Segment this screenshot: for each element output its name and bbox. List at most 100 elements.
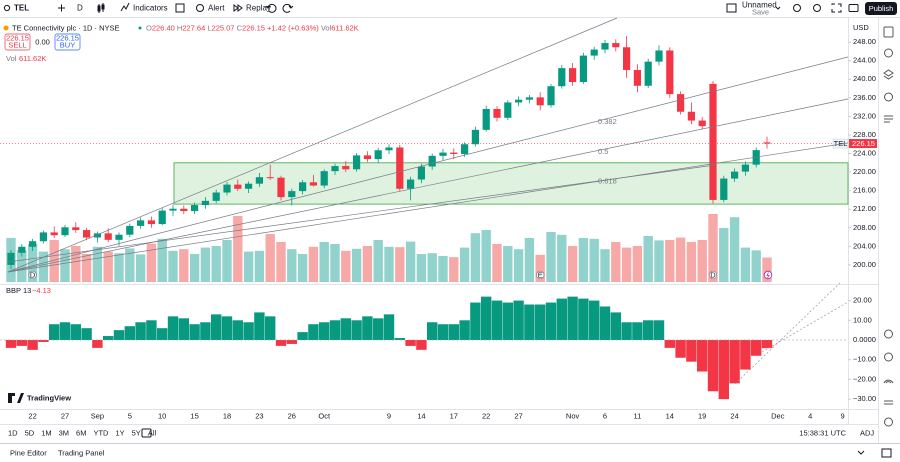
sell-price[interactable]: 226.15 bbox=[6, 33, 29, 42]
layers-icon[interactable] bbox=[883, 69, 894, 80]
interval[interactable]: D bbox=[77, 4, 83, 13]
volume-bar bbox=[287, 249, 297, 282]
range-button[interactable]: YTD bbox=[93, 428, 109, 437]
fullscreen-icon[interactable] bbox=[831, 3, 842, 13]
ohlc-value: 225.07 bbox=[212, 23, 235, 32]
candle-body bbox=[655, 50, 663, 62]
volume-bar bbox=[233, 216, 243, 282]
candle-body bbox=[50, 232, 58, 236]
volume-bar bbox=[189, 254, 200, 282]
news-icon[interactable] bbox=[884, 115, 893, 123]
trading-panel-tab[interactable]: Trading Panel bbox=[58, 448, 105, 457]
volume-bar bbox=[179, 249, 189, 282]
alert-icon[interactable] bbox=[196, 4, 204, 12]
redo-icon[interactable] bbox=[282, 3, 294, 13]
settings-icon[interactable] bbox=[813, 4, 821, 12]
trendline bbox=[7, 98, 849, 273]
chat-icon[interactable] bbox=[884, 400, 893, 405]
volume-bar bbox=[341, 250, 351, 282]
sell-button[interactable]: SELL bbox=[8, 40, 26, 49]
replay-button[interactable]: Replay bbox=[246, 4, 271, 13]
candle-body bbox=[299, 182, 307, 192]
range-button[interactable]: 1D bbox=[8, 428, 18, 437]
bbp-bar bbox=[675, 339, 686, 358]
bbp-tick-label: 0.0000 bbox=[853, 335, 876, 344]
replay-icon[interactable] bbox=[233, 4, 243, 12]
buy-button-bg[interactable] bbox=[54, 33, 81, 51]
quick-search-icon[interactable] bbox=[793, 4, 801, 12]
publish-bg[interactable] bbox=[865, 2, 897, 15]
currency[interactable]: USD bbox=[853, 23, 869, 32]
collapse-icon[interactable] bbox=[857, 450, 865, 455]
event-marker[interactable] bbox=[708, 270, 718, 280]
buy-button[interactable]: BUY bbox=[60, 40, 75, 49]
top-toolbar: TEL D Indicators Alert Replay Unnamed Sa… bbox=[0, 0, 900, 18]
split-event-icon[interactable] bbox=[763, 270, 773, 280]
pine-editor-tab[interactable]: Pine Editor bbox=[10, 448, 47, 457]
alert-button[interactable]: Alert bbox=[208, 4, 225, 13]
indicators-icon[interactable] bbox=[120, 2, 130, 12]
range-button[interactable]: 6M bbox=[76, 428, 86, 437]
search-icon[interactable] bbox=[3, 4, 11, 12]
time-tick-label: 17 bbox=[450, 411, 458, 420]
volume-bar bbox=[114, 253, 124, 282]
snapshot-icon[interactable] bbox=[848, 4, 859, 12]
chart-type-icon[interactable] bbox=[97, 3, 105, 13]
maximize-icon[interactable] bbox=[881, 448, 892, 458]
volume-bar bbox=[481, 230, 491, 282]
adjust-button[interactable]: ADJ bbox=[860, 428, 874, 437]
undo-icon[interactable] bbox=[265, 3, 277, 13]
range-button[interactable]: 3M bbox=[59, 428, 69, 437]
candle-body bbox=[709, 83, 717, 200]
target-icon[interactable] bbox=[884, 329, 893, 339]
volume-bar bbox=[459, 247, 470, 282]
indicators-button[interactable]: Indicators bbox=[133, 4, 168, 13]
layout-icon[interactable] bbox=[726, 3, 737, 13]
ideas-icon[interactable] bbox=[884, 352, 893, 362]
event-marker[interactable] bbox=[536, 270, 545, 280]
range-button[interactable]: 1M bbox=[41, 428, 51, 437]
buy-price[interactable]: 226.15 bbox=[56, 33, 79, 42]
trendline bbox=[7, 142, 849, 273]
bbp-bar bbox=[167, 316, 179, 340]
sell-button-bg[interactable] bbox=[4, 33, 31, 51]
symbol[interactable]: TEL bbox=[14, 4, 29, 13]
price-tick-label: 220.00 bbox=[853, 167, 876, 176]
layout-grid-icon[interactable] bbox=[175, 3, 185, 13]
bbp-bar bbox=[729, 339, 740, 384]
bbp-bar bbox=[70, 324, 81, 340]
help-icon[interactable] bbox=[884, 417, 893, 427]
price-tick-label: 236.00 bbox=[853, 93, 876, 102]
time-tick-label: Sep bbox=[91, 411, 104, 420]
bbp-bar bbox=[394, 338, 405, 340]
streams-icon[interactable] bbox=[883, 379, 894, 384]
bbp-bar bbox=[178, 318, 189, 340]
bbp-bar bbox=[362, 316, 373, 340]
range-button[interactable]: 5D bbox=[25, 428, 35, 437]
watchlist-icon[interactable] bbox=[883, 26, 894, 38]
bbp-bar bbox=[599, 306, 611, 340]
candle-body bbox=[180, 208, 188, 212]
volume-bar bbox=[351, 248, 362, 282]
event-marker[interactable] bbox=[28, 270, 37, 280]
price-tick-label: 200.00 bbox=[853, 260, 876, 269]
range-button[interactable]: 5Y bbox=[132, 428, 141, 437]
volume-bar bbox=[157, 238, 167, 282]
range-button[interactable]: 1Y bbox=[115, 428, 124, 437]
range-button[interactable]: All bbox=[148, 428, 157, 437]
compare-icon[interactable] bbox=[58, 4, 65, 12]
calendar-icon[interactable] bbox=[884, 92, 893, 102]
publish-button[interactable]: Publish bbox=[869, 4, 894, 13]
candle-body bbox=[579, 55, 587, 83]
bbp-bar bbox=[308, 324, 319, 340]
ohlc-value: 226.15 bbox=[242, 23, 265, 32]
volume-bar bbox=[60, 249, 70, 282]
bbp-bar bbox=[211, 314, 222, 340]
goto-date-icon[interactable] bbox=[141, 428, 152, 438]
alerts-icon[interactable] bbox=[884, 48, 893, 58]
bbp-bar bbox=[632, 322, 643, 340]
layout-dropdown[interactable] bbox=[775, 6, 781, 10]
layout-name[interactable]: Unnamed bbox=[742, 1, 777, 10]
bottom-toolbar: 1D 5D 1M 3M 6M YTD 1Y 5Y All 15:38:31 UTC ADJ Pi… bbox=[0, 424, 900, 462]
volume-bar bbox=[135, 254, 146, 282]
